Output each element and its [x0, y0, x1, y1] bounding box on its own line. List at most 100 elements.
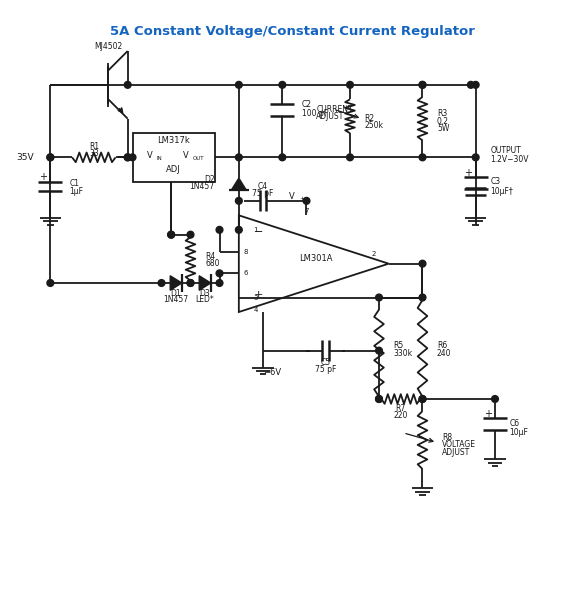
Text: 1N457: 1N457: [164, 295, 189, 305]
Text: R7: R7: [395, 404, 406, 413]
Circle shape: [235, 227, 242, 233]
Text: R6: R6: [437, 342, 447, 350]
Text: 220: 220: [394, 411, 408, 421]
Text: 35V: 35V: [16, 153, 33, 162]
Text: +: +: [253, 290, 263, 300]
Circle shape: [419, 82, 426, 88]
Text: 1N457: 1N457: [190, 182, 215, 191]
Circle shape: [187, 231, 194, 238]
Text: ADJ: ADJ: [166, 165, 181, 174]
Text: 75 pF: 75 pF: [315, 365, 336, 374]
Circle shape: [419, 396, 426, 402]
Text: OUT: OUT: [193, 156, 204, 161]
Text: 10μF: 10μF: [509, 428, 529, 437]
Circle shape: [419, 396, 426, 402]
Text: 0.2: 0.2: [437, 117, 449, 126]
Circle shape: [235, 154, 242, 161]
Text: VOLTAGE: VOLTAGE: [442, 440, 476, 449]
Text: 1.2V−30V: 1.2V−30V: [490, 155, 529, 164]
Text: C2: C2: [302, 100, 312, 109]
Circle shape: [47, 154, 54, 161]
Text: MJ4502: MJ4502: [94, 42, 123, 51]
Circle shape: [467, 82, 474, 88]
Circle shape: [419, 154, 426, 161]
Circle shape: [472, 82, 479, 88]
Circle shape: [376, 347, 383, 354]
Text: 250k: 250k: [364, 121, 384, 130]
Text: −6V: −6V: [263, 368, 281, 377]
Text: −: −: [253, 227, 263, 237]
Text: 33: 33: [89, 149, 99, 158]
Text: 1μF: 1μF: [69, 187, 84, 196]
Circle shape: [124, 154, 131, 161]
Circle shape: [129, 154, 136, 161]
Circle shape: [419, 294, 426, 301]
Circle shape: [419, 260, 426, 267]
Text: 5A Constant Voltage/Constant Current Regulator: 5A Constant Voltage/Constant Current Reg…: [110, 25, 474, 38]
Circle shape: [168, 231, 175, 238]
Circle shape: [279, 154, 286, 161]
Circle shape: [347, 154, 353, 161]
Text: D2: D2: [204, 174, 215, 184]
Text: 75 pF: 75 pF: [252, 189, 274, 198]
Text: IN: IN: [157, 156, 162, 161]
Text: C5: C5: [321, 358, 331, 367]
Text: LED*: LED*: [196, 295, 214, 305]
Circle shape: [216, 270, 223, 277]
Circle shape: [419, 82, 426, 88]
Text: +: +: [484, 409, 492, 419]
Circle shape: [158, 280, 165, 286]
Text: 1: 1: [253, 227, 258, 233]
Polygon shape: [170, 275, 182, 290]
Text: +: +: [39, 172, 47, 181]
Text: V: V: [289, 192, 295, 201]
Text: D3: D3: [200, 289, 210, 298]
Text: R3: R3: [437, 109, 447, 118]
Circle shape: [347, 82, 353, 88]
Circle shape: [216, 280, 223, 286]
Text: 6: 6: [244, 270, 248, 276]
Circle shape: [235, 198, 242, 204]
Circle shape: [279, 82, 286, 88]
Text: 100 pF: 100 pF: [302, 109, 328, 118]
Circle shape: [376, 396, 383, 402]
Polygon shape: [199, 275, 211, 290]
Text: +: +: [299, 196, 304, 201]
Circle shape: [376, 294, 383, 301]
Text: D1: D1: [171, 289, 181, 298]
Text: ADJUST: ADJUST: [442, 447, 470, 456]
Text: 4: 4: [253, 306, 258, 312]
Text: LM317k: LM317k: [157, 136, 190, 145]
Text: R1: R1: [89, 142, 99, 151]
Circle shape: [472, 154, 479, 161]
Text: 330k: 330k: [394, 349, 413, 358]
Text: ADJUST: ADJUST: [316, 112, 345, 121]
Circle shape: [187, 280, 194, 286]
Text: 8: 8: [244, 249, 248, 255]
Text: 680: 680: [205, 259, 220, 268]
Text: R4: R4: [205, 252, 215, 261]
Text: 2: 2: [372, 251, 376, 257]
Text: R2: R2: [364, 114, 374, 123]
Text: C3: C3: [490, 177, 500, 186]
FancyBboxPatch shape: [133, 133, 215, 181]
Text: OUTPUT: OUTPUT: [490, 146, 521, 155]
Circle shape: [124, 154, 131, 161]
Text: 5W: 5W: [437, 124, 449, 133]
Text: R8: R8: [442, 433, 452, 442]
Text: R5: R5: [394, 342, 404, 350]
Text: C1: C1: [69, 180, 79, 189]
Circle shape: [216, 227, 223, 233]
Circle shape: [492, 396, 498, 402]
Text: 3: 3: [253, 295, 258, 300]
Circle shape: [124, 82, 131, 88]
Text: LM301A: LM301A: [300, 254, 333, 264]
Circle shape: [168, 231, 175, 238]
Text: V: V: [183, 151, 189, 161]
Text: C4: C4: [258, 182, 268, 191]
Text: V: V: [147, 151, 152, 161]
Polygon shape: [232, 178, 246, 190]
Circle shape: [235, 82, 242, 88]
Circle shape: [47, 280, 54, 286]
Circle shape: [187, 280, 194, 286]
